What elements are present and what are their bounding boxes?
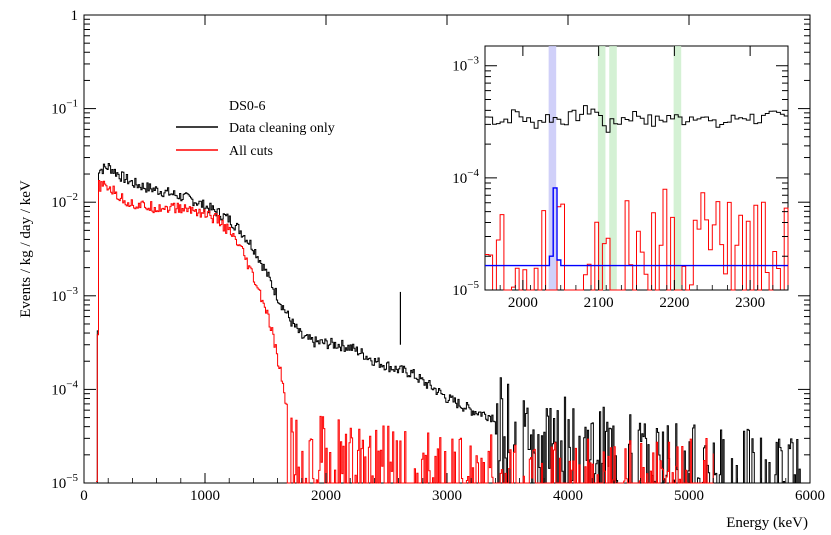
main-xtick-label: 5000 (674, 488, 704, 504)
inset-band-3 (673, 46, 682, 290)
inset-ytick-label: 10−3 (452, 55, 479, 75)
inset-plot: 2000 2100 2200 2300 10−5 10−4 10−3 (452, 45, 789, 311)
main-ytick-label: 10−1 (51, 98, 78, 118)
legend-label-data-cleaning: Data cleaning only (229, 121, 335, 136)
inset-band-2 (609, 46, 617, 290)
main-series-1 (96, 180, 714, 484)
inset-x-ticks: 2000 2100 2200 2300 (484, 46, 789, 311)
legend-label-all-cuts: All cuts (229, 144, 273, 159)
inset-series-1 (485, 188, 789, 291)
legend: DS0-6 Data cleaning only All cuts (176, 99, 335, 159)
inset-band-1 (597, 46, 606, 290)
main-xtick-label: 1000 (190, 488, 220, 504)
inset-ytick-label: 10−4 (452, 167, 479, 187)
inset-xtick-label: 2100 (584, 295, 614, 311)
main-ytick-label: 10−3 (51, 285, 78, 305)
inset-ytick-label: 10−5 (452, 279, 479, 299)
main-ytick-label: 1 (71, 8, 79, 24)
inset-y-ticks: 10−5 10−4 10−3 (452, 55, 788, 299)
inset-xtick-label: 2000 (508, 295, 538, 311)
inset-series-2 (485, 187, 788, 267)
legend-header: DS0-6 (229, 99, 266, 114)
inset-band-0 (548, 46, 557, 290)
main-ytick-label: 10−5 (51, 472, 78, 492)
main-x-ticks: 0 1000 2000 3000 4000 5000 6000 (80, 15, 825, 504)
inset-series-0 (485, 105, 789, 133)
inset-xtick-label: 2200 (659, 295, 689, 311)
main-series-0 (96, 163, 810, 484)
main-xtick-label: 6000 (795, 488, 825, 504)
main-ytick-label: 10−4 (51, 378, 78, 398)
inset-series-layer (485, 105, 789, 291)
inset-xtick-label: 2300 (735, 295, 765, 311)
main-xtick-label: 2000 (311, 488, 341, 504)
main-xtick-label: 0 (80, 488, 88, 504)
main-xtick-label: 4000 (553, 488, 583, 504)
inset-bands (548, 46, 682, 290)
x-axis-title: Energy (keV) (726, 515, 808, 531)
main-xtick-label: 3000 (432, 488, 462, 504)
y-axis-title: Events / kg / day / keV (18, 180, 34, 318)
main-ytick-label: 10−2 (51, 191, 78, 211)
main-series-layer (96, 163, 810, 484)
main-y-ticks: 10−5 10−4 10−3 10−2 10−1 1 (51, 8, 810, 492)
